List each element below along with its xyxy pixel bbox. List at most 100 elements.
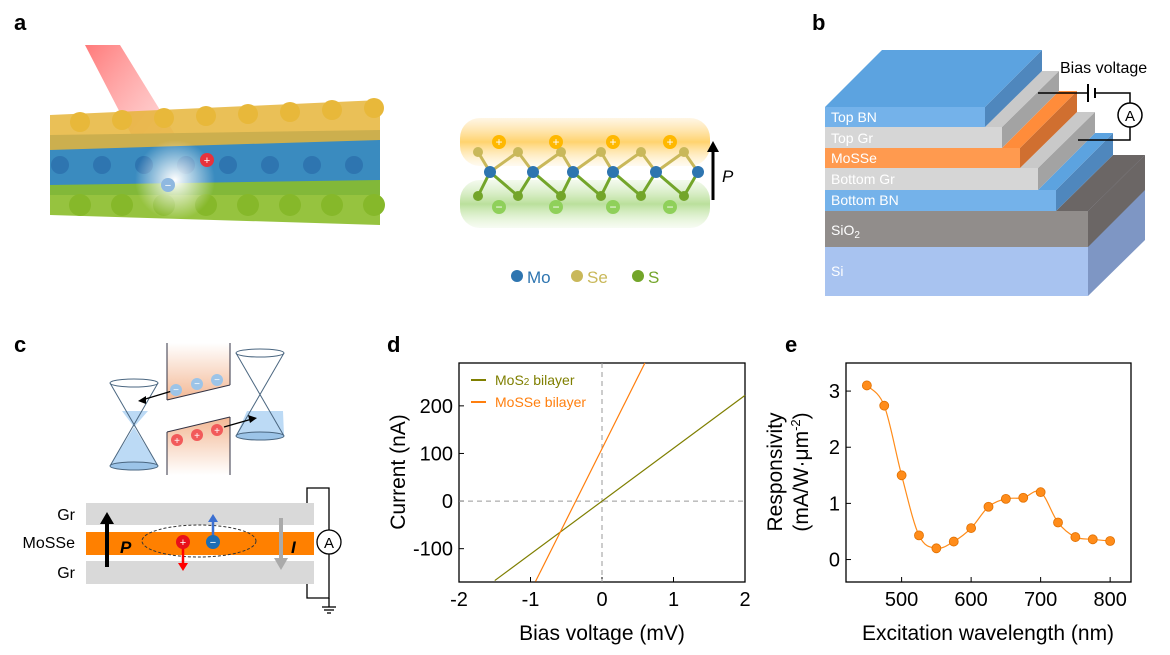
mo-atom <box>484 166 496 178</box>
se-atom <box>364 98 384 118</box>
x-tick-label: 700 <box>1024 589 1057 611</box>
s-atom <box>596 191 606 201</box>
y-axis-label: Current (nA) <box>387 414 410 530</box>
mo-atom <box>692 166 704 178</box>
s-atom <box>473 191 483 201</box>
bias-voltage-label: Bias voltage <box>1060 60 1147 77</box>
electron-symbol: − <box>214 375 220 386</box>
polarization-label: P <box>120 538 132 557</box>
s-atom <box>237 194 259 216</box>
x-tick-label: -1 <box>522 589 540 611</box>
x-tick-label: 600 <box>954 589 987 611</box>
x-tick-label: 500 <box>885 589 918 611</box>
data-point <box>1053 517 1063 528</box>
x-tick-label: 2 <box>739 589 750 611</box>
panel-label-b: b <box>812 10 825 35</box>
fit-curve <box>866 385 1111 550</box>
se-atom <box>112 110 132 130</box>
mosse-lattice-3d-illustration: + − <box>50 45 385 225</box>
se-atom <box>679 147 689 157</box>
y-tick-label: 0 <box>442 491 453 513</box>
y-axis-label-line2: (mA/W·μm-2) <box>788 412 813 531</box>
series-line-mosse-bilayer <box>534 362 646 582</box>
series-line-mos2-bilayer <box>494 394 746 582</box>
minus-symbol: − <box>495 200 502 214</box>
x-tick-label: 800 <box>1093 589 1126 611</box>
panel-label-a: a <box>14 10 27 35</box>
minus-symbol: − <box>666 200 673 214</box>
se-atom <box>556 147 566 157</box>
legend-se: Se <box>587 268 608 287</box>
y-tick-label: 3 <box>829 381 840 403</box>
y-tick-label: 1 <box>829 493 840 515</box>
s-atom <box>513 191 523 201</box>
s-atom <box>679 191 689 201</box>
current-label: I <box>291 538 297 557</box>
x-axis-label: Excitation wavelength (nm) <box>862 622 1114 645</box>
data-point <box>1000 493 1011 504</box>
hole-symbol: + <box>180 537 186 549</box>
positive-charge <box>606 135 620 149</box>
mo-atom <box>527 166 539 178</box>
data-point <box>1035 487 1046 498</box>
layer-label-si: Si <box>831 263 843 279</box>
y-tick-label: 100 <box>420 443 453 465</box>
element-legend: Mo Se S <box>511 268 659 287</box>
se-atom <box>154 108 174 128</box>
plus-symbol: + <box>495 135 502 149</box>
s-atom <box>111 194 133 216</box>
layer-label-mosse: MoSSe <box>831 150 877 166</box>
negative-charge <box>549 200 563 214</box>
se-atom <box>473 147 483 157</box>
plus-symbol: + <box>666 135 673 149</box>
x-tick-label: -2 <box>450 589 468 611</box>
x-tick-label: 1 <box>668 589 679 611</box>
panel-c: c − − − + + + P I <box>14 332 342 614</box>
iv-chart: -2 -1 0 1 2 -100 0 100 200 <box>413 362 751 611</box>
x-axis-label: Bias voltage (mV) <box>519 622 685 645</box>
y-tick-label: 0 <box>829 550 840 572</box>
se-atom <box>70 112 90 132</box>
hole-symbol: + <box>174 436 180 447</box>
panel-label-e: e <box>785 332 797 357</box>
positive-charge <box>663 135 677 149</box>
negative-charge <box>606 200 620 214</box>
positive-charge <box>549 135 563 149</box>
hole-symbol: + <box>214 426 220 437</box>
se-atom <box>322 100 342 120</box>
data-point <box>896 470 907 481</box>
ammeter-symbol-b: A <box>1125 108 1135 125</box>
hole-symbol: + <box>194 431 200 442</box>
mo-atom <box>219 156 237 174</box>
ammeter-symbol-c: A <box>324 535 334 552</box>
label-gr-bottom: Gr <box>57 565 75 582</box>
x-tick-label: 0 <box>596 589 607 611</box>
se-atom <box>596 147 606 157</box>
data-point <box>983 501 994 512</box>
s-atom <box>636 191 646 201</box>
panel-label-d: d <box>387 332 400 357</box>
data-point <box>879 400 890 411</box>
data-point <box>1070 532 1081 542</box>
mo-atom <box>51 156 69 174</box>
mo-atom <box>93 156 111 174</box>
legend-s: S <box>648 268 659 287</box>
hole-symbol: + <box>204 155 210 167</box>
mo-atom <box>567 166 579 178</box>
label-gr-top: Gr <box>57 507 75 524</box>
electron-symbol: − <box>173 385 179 396</box>
s-atom <box>556 191 566 201</box>
se-atom <box>513 147 523 157</box>
y-tick-label: 2 <box>829 437 840 459</box>
janus-side-view: + − + − + − + − P <box>460 118 734 228</box>
data-point <box>914 530 924 541</box>
legend-mos2: MoS2 bilayer <box>495 372 575 388</box>
se-atom <box>196 106 216 126</box>
data-point <box>931 543 942 554</box>
data-point <box>861 380 872 391</box>
legend: MoS2 bilayer MoSSe bilayer <box>471 372 586 410</box>
mo-atom <box>650 166 662 178</box>
device-schematic: P I + − A <box>86 487 342 614</box>
panel-label-c: c <box>14 332 26 357</box>
s-atom <box>321 194 343 216</box>
